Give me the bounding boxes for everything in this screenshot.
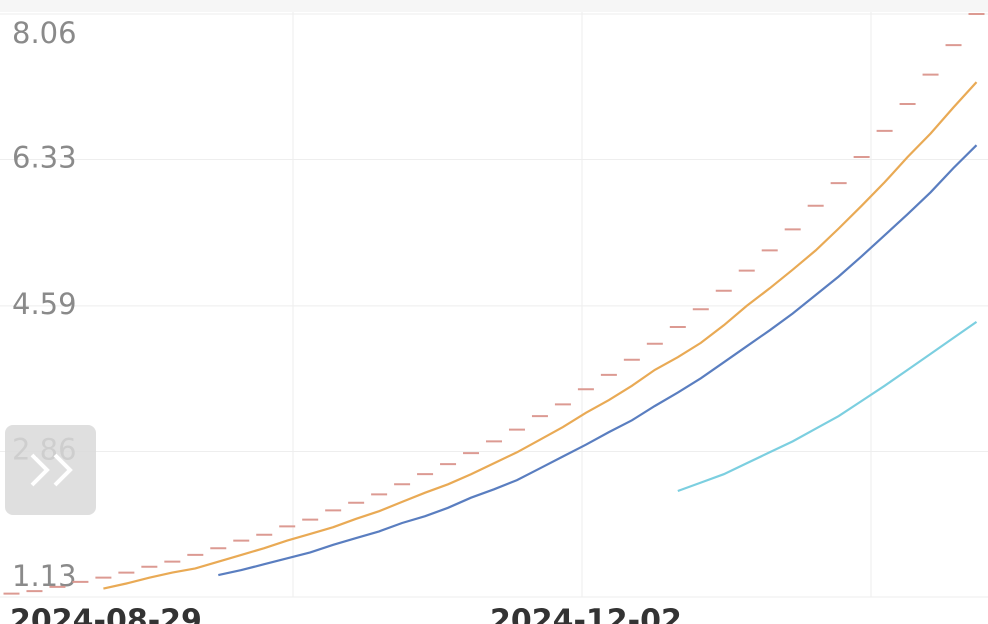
- x-tick-label: 2024-08-29: [10, 604, 202, 624]
- series-line: [677, 320, 978, 493]
- series-line: [103, 81, 978, 590]
- y-tick-label: 6.33: [12, 141, 77, 175]
- expand-button[interactable]: [5, 425, 96, 515]
- y-tick-label: 1.13: [12, 559, 77, 593]
- top-strip: [0, 0, 988, 12]
- x-tick-label: 2024-12-02: [490, 604, 682, 624]
- series-line: [218, 144, 978, 577]
- y-tick-label: 8.06: [12, 16, 77, 50]
- y-tick-label: 4.59: [12, 287, 77, 321]
